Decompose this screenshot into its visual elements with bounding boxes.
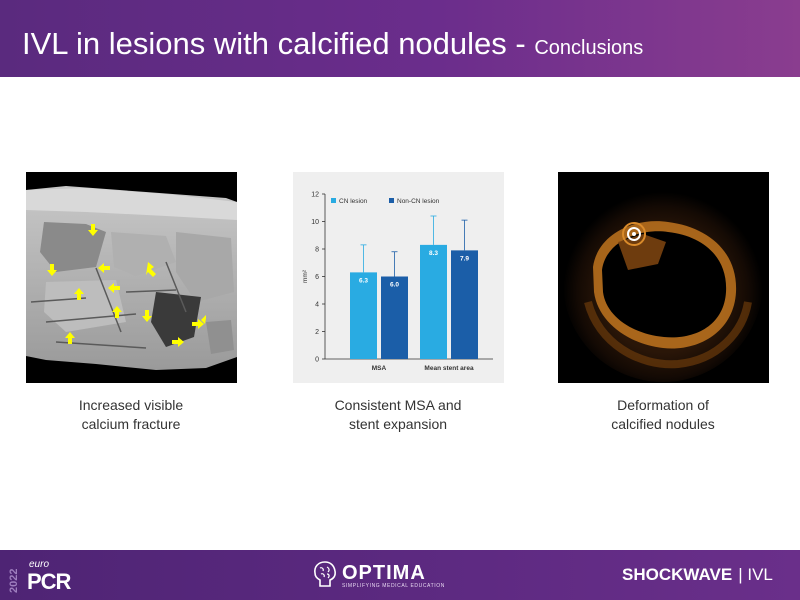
caption-line: Consistent MSA and	[334, 397, 462, 413]
caption-line: calcium fracture	[81, 416, 181, 432]
title-bar: IVL in lesions with calcified nodules - …	[0, 0, 800, 77]
category-label: Mean stent area	[424, 365, 474, 372]
calcium-fracture-caption: Increased visible calcium fracture	[31, 396, 231, 434]
bar-value-label: 6.3	[359, 277, 368, 284]
caption-line: Increased visible	[78, 397, 184, 413]
bar-value-label: 8.3	[429, 250, 438, 257]
legend-swatch	[331, 198, 336, 203]
oct-caption: Deformation of calcified nodules	[563, 396, 763, 434]
legend-label: Non-CN lesion	[397, 198, 440, 205]
caption-line: calcified nodules	[611, 416, 715, 432]
y-tick-label: 4	[315, 302, 319, 309]
shockwave-ivl-logo: SHOCKWAVE | IVL	[622, 565, 773, 585]
bar	[420, 244, 447, 359]
calcium-rendering-svg	[26, 172, 237, 383]
y-tick-label: 0	[315, 357, 319, 364]
euro-label: euro	[29, 559, 50, 570]
y-tick-label: 8	[315, 247, 319, 254]
fracture-arrows	[47, 224, 206, 347]
optima-brain-icon	[312, 559, 338, 594]
msa-chart: 0 2 4 6 8 10 12 mm² CN lesion Non-CN lesion 6.3 6.0…	[293, 172, 504, 383]
shockwave-label: SHOCKWAVE	[622, 565, 733, 584]
caption-line: stent expansion	[348, 416, 448, 432]
oct-svg	[558, 172, 769, 383]
calcium-fracture-image	[26, 172, 237, 383]
slide-title-main: IVL in lesions with calcified nodules -	[22, 26, 535, 61]
bar	[381, 276, 408, 359]
msa-chart-svg: 0 2 4 6 8 10 12 mm² CN lesion Non-CN lesion 6.3 6.0…	[293, 172, 504, 383]
year-label: 2022	[8, 568, 20, 593]
bar	[350, 272, 377, 359]
slide-title: IVL in lesions with calcified nodules - …	[22, 26, 643, 62]
ivl-label: | IVL	[738, 565, 773, 584]
legend-swatch	[389, 198, 394, 203]
oct-image	[558, 172, 769, 383]
optima-logo: OPTIMA	[342, 562, 426, 584]
footer-bar: 2022 euro PCR OPTIMA SIMPLIFYING MEDICAL…	[0, 550, 800, 600]
bar	[451, 250, 478, 359]
category-label: MSA	[372, 365, 387, 372]
legend-label: CN lesion	[339, 198, 368, 205]
y-tick-label: 12	[311, 192, 319, 199]
y-tick-label: 10	[311, 219, 319, 226]
optima-tagline: SIMPLIFYING MEDICAL EDUCATION	[342, 583, 445, 589]
bar-value-label: 7.9	[460, 255, 469, 262]
msa-caption: Consistent MSA and stent expansion	[298, 396, 498, 434]
caption-line: Deformation of	[617, 397, 709, 413]
y-tick-label: 2	[315, 329, 319, 336]
pcr-logo: PCR	[27, 569, 71, 594]
bar-value-label: 6.0	[390, 282, 399, 289]
slide-title-sub: Conclusions	[534, 37, 644, 59]
y-tick-label: 6	[315, 274, 319, 281]
y-axis-label: mm²	[302, 269, 309, 283]
